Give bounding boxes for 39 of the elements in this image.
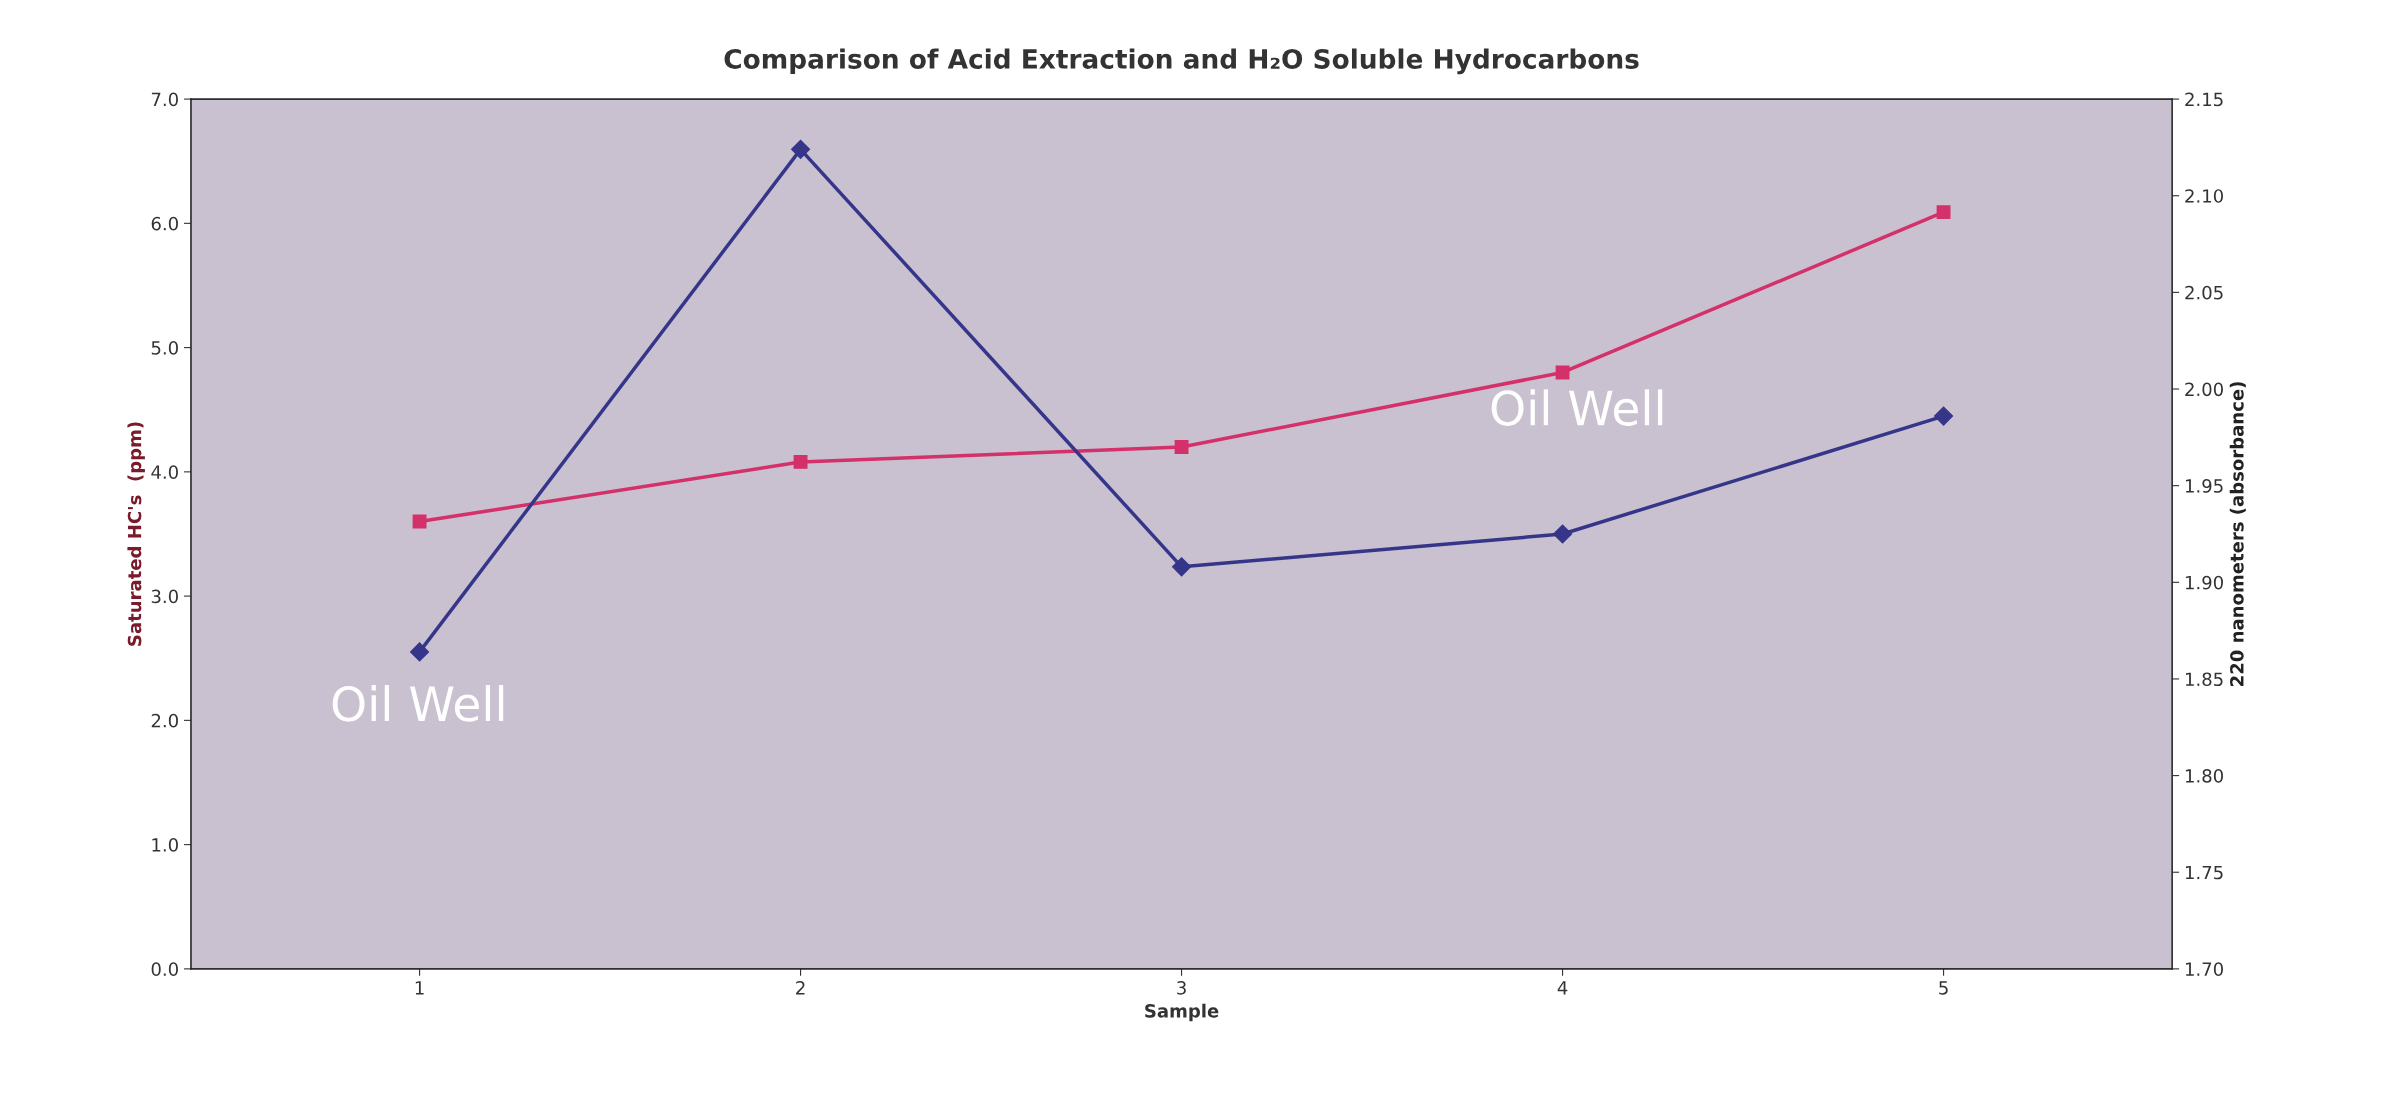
y-tick-label: 3.0	[151, 589, 178, 604]
x-tick-label: 3	[1177, 981, 1186, 995]
x-tick-label: 2	[796, 981, 805, 995]
y-tick-label: 5.0	[151, 341, 178, 355]
y-tick-label: 0.0	[151, 962, 178, 976]
y-tick-label: 6.0	[151, 216, 178, 231]
point	[1936, 205, 1951, 220]
annotation: Oil Well	[332, 685, 504, 722]
x-tick-label: 5	[1939, 981, 1948, 995]
y2-tick-label: 1.85	[2185, 672, 2223, 687]
y-tick-label: 2.0	[151, 713, 178, 728]
chart-title: Comparison of Acid Extraction and H₂O Soluble Hydrocarbons	[724, 48, 1639, 75]
y2-tick-label: 1.80	[2185, 769, 2223, 783]
y2-axis-title: 220 nanometers (absorbance)	[2229, 382, 2246, 686]
point	[410, 642, 430, 662]
y2-tick-label: 1.90	[2185, 575, 2223, 590]
x-tick-label: 1	[415, 981, 424, 995]
y2-tick-label: 2.15	[2185, 92, 2223, 107]
y2-tick-label: 1.95	[2185, 479, 2223, 493]
point	[1934, 406, 1954, 426]
y-tick-label: 7.0	[151, 92, 178, 107]
x-tick-label: 4	[1557, 981, 1568, 995]
annotation: Oil Well	[1491, 389, 1663, 426]
point	[1172, 557, 1192, 577]
point	[1174, 440, 1189, 454]
point	[791, 139, 811, 159]
point	[1553, 524, 1573, 544]
y2-tick-label: 1.70	[2185, 962, 2223, 976]
point	[1555, 365, 1570, 380]
y-tick-label: 1.0	[152, 838, 178, 852]
y2-tick-label: 2.05	[2185, 285, 2223, 300]
y-tick-label: 4.0	[151, 465, 178, 479]
y2-tick-label: 2.10	[2185, 189, 2223, 203]
point	[793, 454, 808, 469]
x-axis-title: Sample	[1145, 1003, 1219, 1022]
y2-tick-label: 1.75	[2185, 865, 2223, 880]
point	[412, 514, 427, 529]
y-axis-title: Saturated HC's (ppm)	[127, 422, 145, 646]
y2-tick-label: 2.00	[2185, 382, 2223, 397]
